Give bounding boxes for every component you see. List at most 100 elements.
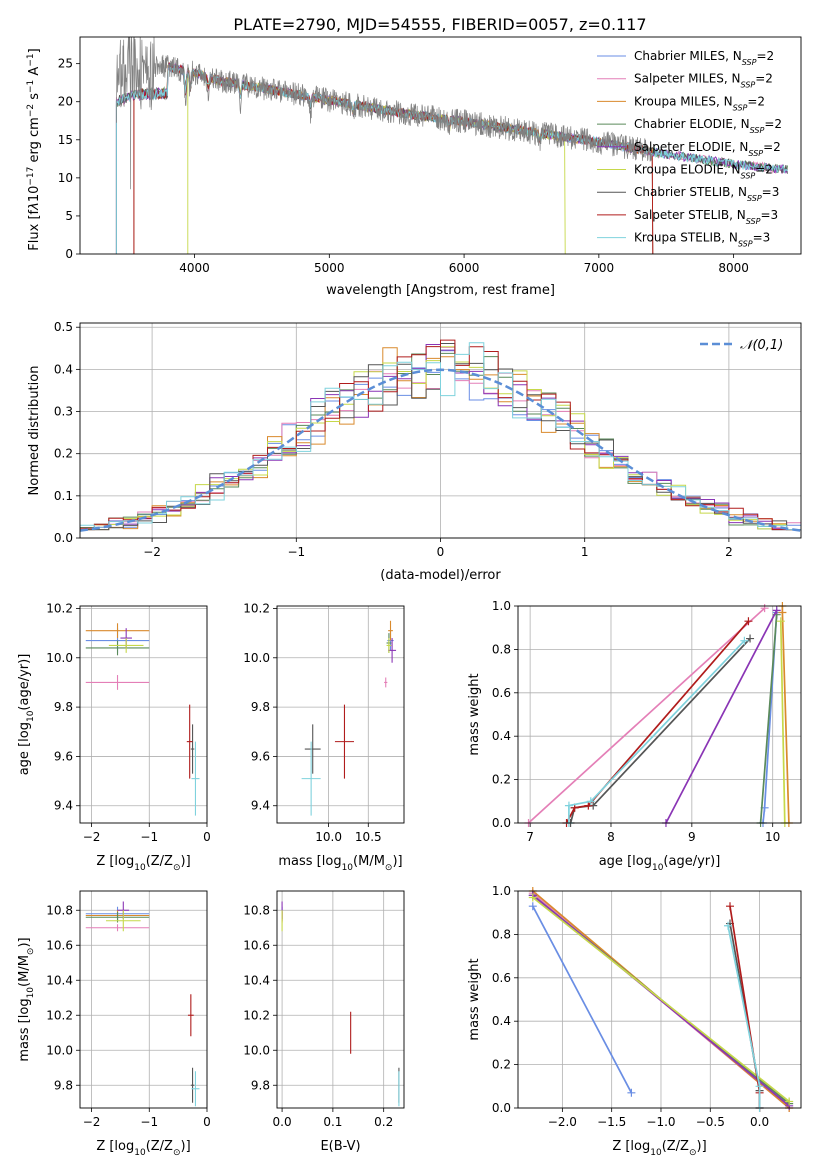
y-tick-label: 10.2 — [46, 601, 73, 615]
x-tick-label: 0 — [437, 545, 445, 559]
panel-residuals: −2 −1 0 1 2 0.0 0.1 0.2 0.3 0.4 0.5 (data-model)/er… — [27, 320, 802, 583]
y-tick-label: 0.3 — [54, 405, 73, 419]
y-axis-label: age [log10(age/yr)] — [17, 654, 36, 776]
y-tick-label: 0.4 — [492, 1014, 511, 1028]
legend: Chabrier MILES, NSSP=2 Salpeter MILES, NS… — [597, 49, 782, 248]
data-marker — [755, 1082, 764, 1091]
legend-entry: Kroupa ELODIE, NSSP=2 — [634, 163, 773, 181]
y-tick-label: 0.2 — [492, 1058, 511, 1072]
data-marker — [740, 636, 749, 645]
x-tick-label: 10 — [765, 830, 780, 844]
y-tick-label: 10.2 — [243, 601, 270, 615]
data-marker — [776, 617, 785, 626]
y-tick-label: 10.8 — [46, 903, 73, 917]
plot-area — [85, 901, 200, 1107]
legend-entry: Chabrier MILES, NSSP=2 — [634, 49, 774, 67]
cumulative-line — [532, 896, 790, 1103]
axes-frame — [79, 605, 208, 824]
plot-area — [281, 901, 400, 1107]
y-tick-label: 0 — [65, 247, 73, 261]
data-marker — [564, 801, 573, 810]
y-tick-label: 9.4 — [251, 799, 270, 813]
x-axis-label: age [log10(age/yr)] — [599, 854, 721, 873]
legend-entry: Salpeter MILES, NSSP=2 — [634, 72, 773, 90]
data-marker — [724, 921, 733, 930]
data-marker — [528, 902, 537, 911]
y-axis-label: Flux [fλ10−17 erg cm−2 s−1 A−1] — [26, 48, 42, 250]
y-tick-label: 0.2 — [492, 773, 511, 787]
y-tick-label: 9.6 — [54, 749, 73, 763]
axes-frame — [79, 890, 208, 1109]
legend-entry: Kroupa STELIB, NSSP=3 — [634, 231, 770, 249]
axes-frame — [276, 605, 405, 824]
y-tick-label: 10.0 — [243, 651, 270, 665]
legend-entry: Salpeter ELODIE, NSSP=2 — [634, 140, 781, 158]
y-tick-label: 0.0 — [492, 816, 511, 830]
x-tick-label: −1 — [287, 545, 305, 559]
legend-entry: Chabrier ELODIE, NSSP=2 — [634, 117, 782, 135]
x-tick-label: 0 — [203, 830, 211, 844]
cumulative-line — [568, 640, 746, 823]
legend-entry: Kroupa MILES, NSSP=2 — [634, 94, 765, 112]
x-axis-label: wavelength [Angstrom, rest frame] — [326, 283, 555, 298]
plot-area — [115, 37, 788, 254]
x-axis-label: E(B-V) — [320, 1139, 360, 1154]
panel-age-vs-mass: 10.0 10.5 9.4 9.6 9.8 10.0 10.2 mass [log10(M/M… — [243, 601, 405, 873]
data-marker — [744, 617, 753, 626]
y-axis-label: mass weight — [467, 958, 482, 1040]
data-marker — [586, 797, 595, 806]
cumulative-line — [727, 925, 761, 1108]
cumulative-line — [565, 620, 750, 824]
y-tick-label: 10 — [58, 171, 73, 185]
cumulative-line — [779, 621, 786, 824]
model-spectrum-line — [133, 62, 654, 254]
y-tick-label: 9.8 — [54, 700, 73, 714]
y-tick-label: 9.8 — [54, 1078, 73, 1092]
residual-histogram — [80, 342, 801, 531]
y-tick-label: 1.0 — [492, 599, 511, 613]
data-marker — [785, 1097, 794, 1106]
y-tick-label: 0.8 — [492, 642, 511, 656]
y-tick-label: 10.6 — [243, 938, 270, 952]
x-axis-label: mass [log10(M/M⊙)] — [278, 854, 402, 873]
x-axis-label: Z [log10(Z/Z⊙)] — [96, 1139, 190, 1158]
x-tick-label: 0 — [203, 1115, 211, 1129]
x-tick-label: 4000 — [179, 261, 210, 275]
y-tick-label: 10.8 — [243, 903, 270, 917]
x-tick-label: −2 — [143, 545, 161, 559]
x-axis-label: Z [log10(Z/Z⊙)] — [96, 854, 190, 873]
panel-spectrum: 4000 5000 6000 7000 8000 0 5 10 15 20 25 wavelength… — [26, 36, 802, 298]
plot-area — [85, 623, 200, 816]
x-tick-label: 1 — [581, 545, 589, 559]
y-tick-label: 10.2 — [243, 1008, 270, 1022]
x-tick-label: −2 — [83, 1115, 101, 1129]
x-tick-label: 5000 — [314, 261, 345, 275]
y-tick-label: 0.8 — [492, 927, 511, 941]
x-tick-label: 10.5 — [355, 830, 382, 844]
data-marker — [772, 606, 781, 615]
y-tick-label: 10.4 — [243, 973, 270, 987]
x-tick-label: −1 — [140, 830, 158, 844]
x-tick-label: 0.0 — [273, 1115, 292, 1129]
y-tick-label: 9.6 — [251, 749, 270, 763]
plot-area — [80, 339, 801, 532]
gaussian-curve — [80, 368, 801, 532]
y-tick-label: 0.2 — [54, 447, 73, 461]
data-marker — [746, 634, 755, 643]
x-tick-label: −1 — [140, 1115, 158, 1129]
axes-frame — [517, 890, 802, 1109]
x-tick-label: 0.0 — [750, 1115, 769, 1129]
y-tick-label: 0.5 — [54, 320, 73, 334]
x-tick-label: 10.0 — [315, 830, 342, 844]
y-tick-label: 10.0 — [46, 1043, 73, 1057]
x-tick-label: 0.1 — [323, 1115, 342, 1129]
x-tick-label: 8 — [607, 830, 615, 844]
data-marker — [627, 1088, 636, 1097]
y-tick-label: 9.8 — [251, 700, 270, 714]
x-tick-label: 0.2 — [374, 1115, 393, 1129]
plot-area — [528, 887, 794, 1112]
y-tick-label: 10.6 — [46, 938, 73, 952]
x-axis-label: (data-model)/error — [380, 568, 501, 583]
model-spectrum-line — [133, 61, 654, 254]
